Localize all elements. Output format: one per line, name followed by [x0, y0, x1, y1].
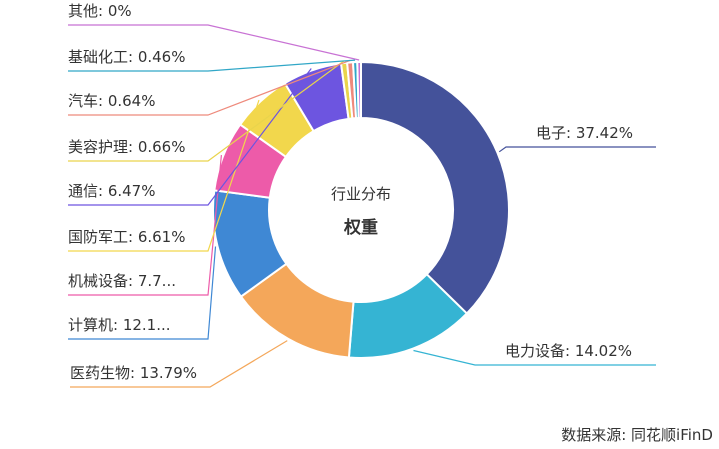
leader-line-2 — [70, 340, 288, 388]
slice-label-5: 国防军工: 6.61% — [68, 228, 185, 246]
leader-line-0 — [498, 146, 656, 153]
leader-line-7 — [68, 60, 345, 162]
slice-label-0: 电子: 37.42% — [536, 124, 633, 142]
leader-line-9 — [68, 59, 356, 72]
slice-labels-group: 电子: 37.42% 电力设备: 14.02% 医药生物: 13.79% 计算机: 1… — [68, 2, 633, 382]
leader-line-3 — [68, 246, 217, 340]
slice-label-3: 计算机: 12.1... — [68, 316, 171, 334]
slice-label-9: 基础化工: 0.46% — [68, 48, 185, 66]
slice-label-2: 医药生物: 13.79% — [70, 364, 197, 382]
leader-line-6 — [68, 68, 312, 206]
leader-line-8 — [68, 59, 351, 116]
leader-line-4 — [68, 155, 222, 296]
slice-label-8: 汽车: 0.64% — [68, 92, 155, 110]
slice-label-1: 电力设备: 14.02% — [505, 342, 632, 360]
center-subtitle: 行业分布 — [331, 185, 391, 203]
slice-10 — [356, 60, 362, 120]
center-title: 权重 — [343, 217, 378, 238]
leader-line-10 — [68, 24, 360, 61]
slice-label-6: 通信: 6.47% — [68, 182, 155, 200]
slice-label-7: 美容护理: 0.66% — [68, 138, 185, 156]
slices-group — [212, 60, 510, 359]
leader-line-5 — [68, 99, 260, 252]
source-note: 数据来源: 同花顺iFinD — [561, 426, 713, 444]
slice-label-10: 其他: 0% — [68, 2, 132, 20]
leader-line-1 — [413, 349, 656, 366]
leader-lines-group — [68, 24, 656, 388]
slice-label-4: 机械设备: 7.7... — [68, 272, 176, 290]
slice-0 — [360, 60, 510, 315]
